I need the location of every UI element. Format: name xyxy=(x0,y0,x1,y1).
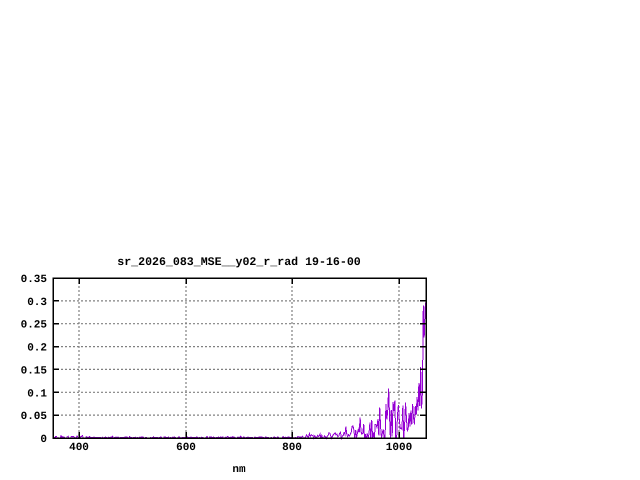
svg-text:0.35: 0.35 xyxy=(21,274,48,286)
svg-text:400: 400 xyxy=(69,442,89,454)
svg-text:800: 800 xyxy=(282,442,302,454)
svg-text:0.3: 0.3 xyxy=(27,297,47,309)
svg-text:sr_2026_083_MSE__y02_r_rad 19-: sr_2026_083_MSE__y02_r_rad 19-16-00 xyxy=(117,256,361,269)
svg-text:0.15: 0.15 xyxy=(21,365,48,377)
svg-text:nm: nm xyxy=(232,464,246,476)
svg-text:1000: 1000 xyxy=(386,442,412,454)
svg-text:0.25: 0.25 xyxy=(21,320,48,332)
svg-text:0.1: 0.1 xyxy=(27,388,47,400)
svg-text:0.2: 0.2 xyxy=(27,343,47,355)
svg-text:600: 600 xyxy=(176,442,196,454)
svg-text:0: 0 xyxy=(40,434,47,446)
svg-text:0.05: 0.05 xyxy=(21,411,48,423)
